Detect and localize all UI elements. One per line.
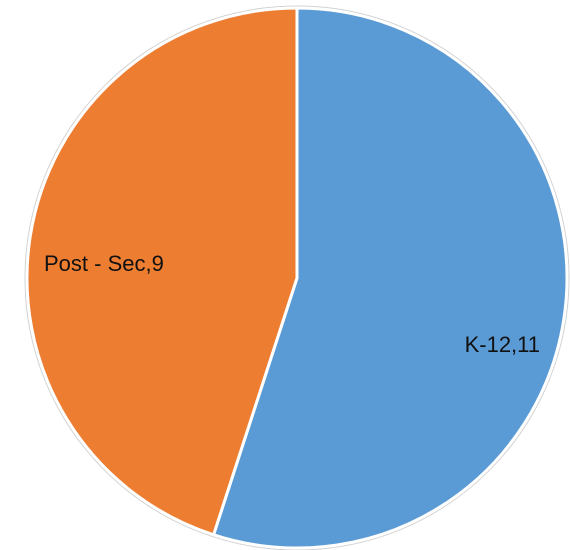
data-label-post-sec: Post - Sec,9: [44, 251, 164, 276]
data-label-k12: K-12,11: [465, 332, 540, 357]
pie-slice-k-12: [212, 6, 569, 550]
pie-slices: [25, 6, 569, 550]
pie-data-labels: K-12,11 Post - Sec,9: [44, 251, 540, 357]
pie-outline: [24, 5, 570, 550]
pie-slice-post-sec: [25, 6, 299, 537]
